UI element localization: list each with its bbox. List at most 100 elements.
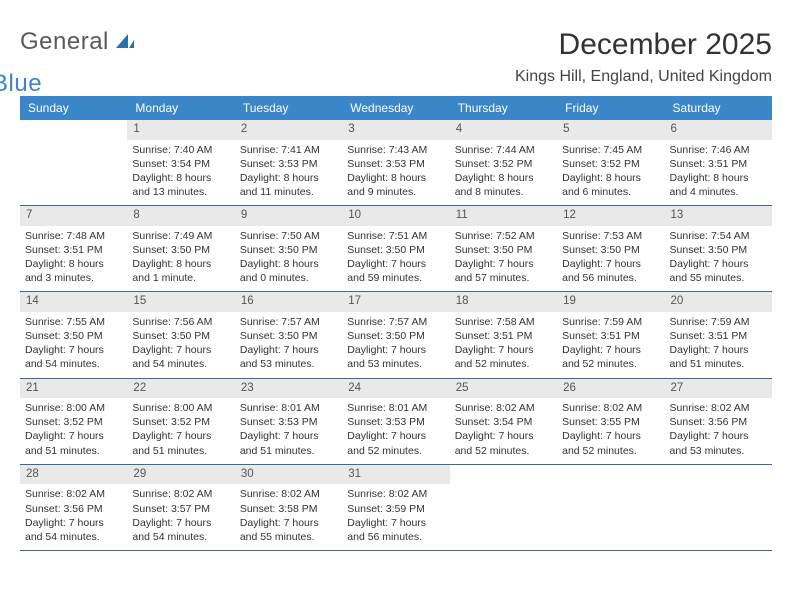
sunrise-text: Sunrise: 8:02 AM bbox=[25, 487, 122, 501]
sunrise-text: Sunrise: 7:40 AM bbox=[132, 143, 229, 157]
daylight-text: Daylight: 8 hours and 8 minutes. bbox=[455, 171, 552, 199]
day-cell bbox=[20, 120, 127, 205]
sunset-text: Sunset: 3:50 PM bbox=[132, 329, 229, 343]
day-info: Sunrise: 7:40 AMSunset: 3:54 PMDaylight:… bbox=[132, 143, 229, 200]
sunrise-text: Sunrise: 8:01 AM bbox=[240, 401, 337, 415]
sunset-text: Sunset: 3:51 PM bbox=[455, 329, 552, 343]
day-number: 2 bbox=[235, 120, 342, 140]
day-cell: 27Sunrise: 8:02 AMSunset: 3:56 PMDayligh… bbox=[665, 379, 772, 464]
day-number: 5 bbox=[557, 120, 664, 140]
sunset-text: Sunset: 3:50 PM bbox=[347, 329, 444, 343]
day-info: Sunrise: 8:00 AMSunset: 3:52 PMDaylight:… bbox=[25, 401, 122, 458]
weekday-header: Friday bbox=[557, 96, 664, 120]
sunset-text: Sunset: 3:55 PM bbox=[562, 415, 659, 429]
daylight-text: Daylight: 8 hours and 0 minutes. bbox=[240, 257, 337, 285]
sunrise-text: Sunrise: 7:53 AM bbox=[562, 229, 659, 243]
weekday-header: Thursday bbox=[450, 96, 557, 120]
sunset-text: Sunset: 3:50 PM bbox=[25, 329, 122, 343]
daylight-text: Daylight: 8 hours and 3 minutes. bbox=[25, 257, 122, 285]
day-info: Sunrise: 7:58 AMSunset: 3:51 PMDaylight:… bbox=[455, 315, 552, 372]
daylight-text: Daylight: 8 hours and 11 minutes. bbox=[240, 171, 337, 199]
day-info: Sunrise: 7:55 AMSunset: 3:50 PMDaylight:… bbox=[25, 315, 122, 372]
day-number: 22 bbox=[127, 379, 234, 399]
day-cell: 7Sunrise: 7:48 AMSunset: 3:51 PMDaylight… bbox=[20, 206, 127, 291]
sunset-text: Sunset: 3:58 PM bbox=[240, 502, 337, 516]
day-number: 24 bbox=[342, 379, 449, 399]
day-info: Sunrise: 7:56 AMSunset: 3:50 PMDaylight:… bbox=[132, 315, 229, 372]
weekday-header-row: Sunday Monday Tuesday Wednesday Thursday… bbox=[20, 96, 772, 120]
sunrise-text: Sunrise: 8:02 AM bbox=[240, 487, 337, 501]
day-cell: 14Sunrise: 7:55 AMSunset: 3:50 PMDayligh… bbox=[20, 292, 127, 377]
day-number: 19 bbox=[557, 292, 664, 312]
day-info: Sunrise: 7:51 AMSunset: 3:50 PMDaylight:… bbox=[347, 229, 444, 286]
day-info: Sunrise: 8:01 AMSunset: 3:53 PMDaylight:… bbox=[240, 401, 337, 458]
sunrise-text: Sunrise: 7:59 AM bbox=[562, 315, 659, 329]
sunrise-text: Sunrise: 7:49 AM bbox=[132, 229, 229, 243]
day-cell: 31Sunrise: 8:02 AMSunset: 3:59 PMDayligh… bbox=[342, 465, 449, 550]
day-info: Sunrise: 7:43 AMSunset: 3:53 PMDaylight:… bbox=[347, 143, 444, 200]
sunrise-text: Sunrise: 7:57 AM bbox=[240, 315, 337, 329]
sunset-text: Sunset: 3:50 PM bbox=[670, 243, 767, 257]
sunrise-text: Sunrise: 7:58 AM bbox=[455, 315, 552, 329]
daylight-text: Daylight: 7 hours and 52 minutes. bbox=[455, 343, 552, 371]
day-cell: 17Sunrise: 7:57 AMSunset: 3:50 PMDayligh… bbox=[342, 292, 449, 377]
sunrise-text: Sunrise: 8:02 AM bbox=[562, 401, 659, 415]
daylight-text: Daylight: 7 hours and 53 minutes. bbox=[347, 343, 444, 371]
daylight-text: Daylight: 7 hours and 57 minutes. bbox=[455, 257, 552, 285]
sunset-text: Sunset: 3:53 PM bbox=[347, 157, 444, 171]
sunset-text: Sunset: 3:53 PM bbox=[240, 415, 337, 429]
day-info: Sunrise: 7:49 AMSunset: 3:50 PMDaylight:… bbox=[132, 229, 229, 286]
sunrise-text: Sunrise: 7:43 AM bbox=[347, 143, 444, 157]
sunrise-text: Sunrise: 7:46 AM bbox=[670, 143, 767, 157]
day-cell: 11Sunrise: 7:52 AMSunset: 3:50 PMDayligh… bbox=[450, 206, 557, 291]
sunrise-text: Sunrise: 8:02 AM bbox=[347, 487, 444, 501]
sunrise-text: Sunrise: 7:52 AM bbox=[455, 229, 552, 243]
day-info: Sunrise: 7:54 AMSunset: 3:50 PMDaylight:… bbox=[670, 229, 767, 286]
sunset-text: Sunset: 3:54 PM bbox=[455, 415, 552, 429]
day-cell: 30Sunrise: 8:02 AMSunset: 3:58 PMDayligh… bbox=[235, 465, 342, 550]
sunrise-text: Sunrise: 8:00 AM bbox=[132, 401, 229, 415]
sunrise-text: Sunrise: 7:59 AM bbox=[670, 315, 767, 329]
daylight-text: Daylight: 7 hours and 55 minutes. bbox=[670, 257, 767, 285]
day-info: Sunrise: 7:44 AMSunset: 3:52 PMDaylight:… bbox=[455, 143, 552, 200]
day-number: 3 bbox=[342, 120, 449, 140]
day-info: Sunrise: 8:02 AMSunset: 3:57 PMDaylight:… bbox=[132, 487, 229, 544]
logo-text-general: General bbox=[20, 28, 109, 55]
day-number: 30 bbox=[235, 465, 342, 485]
day-number: 1 bbox=[127, 120, 234, 140]
day-info: Sunrise: 7:53 AMSunset: 3:50 PMDaylight:… bbox=[562, 229, 659, 286]
sunset-text: Sunset: 3:51 PM bbox=[670, 329, 767, 343]
day-cell: 6Sunrise: 7:46 AMSunset: 3:51 PMDaylight… bbox=[665, 120, 772, 205]
day-cell bbox=[557, 465, 664, 550]
sunrise-text: Sunrise: 7:54 AM bbox=[670, 229, 767, 243]
day-number: 6 bbox=[665, 120, 772, 140]
day-number: 23 bbox=[235, 379, 342, 399]
sunrise-text: Sunrise: 8:02 AM bbox=[670, 401, 767, 415]
sunset-text: Sunset: 3:52 PM bbox=[455, 157, 552, 171]
weekday-header: Wednesday bbox=[342, 96, 449, 120]
day-info: Sunrise: 7:57 AMSunset: 3:50 PMDaylight:… bbox=[240, 315, 337, 372]
sunrise-text: Sunrise: 8:01 AM bbox=[347, 401, 444, 415]
day-cell: 9Sunrise: 7:50 AMSunset: 3:50 PMDaylight… bbox=[235, 206, 342, 291]
daylight-text: Daylight: 8 hours and 4 minutes. bbox=[670, 171, 767, 199]
day-number: 12 bbox=[557, 206, 664, 226]
day-number: 20 bbox=[665, 292, 772, 312]
day-info: Sunrise: 7:52 AMSunset: 3:50 PMDaylight:… bbox=[455, 229, 552, 286]
day-cell bbox=[665, 465, 772, 550]
sunset-text: Sunset: 3:52 PM bbox=[132, 415, 229, 429]
day-number: 17 bbox=[342, 292, 449, 312]
logo-sail-icon bbox=[114, 32, 136, 50]
day-cell: 13 Sunrise: 7:54 AMSunset: 3:50 PMDayligh… bbox=[665, 206, 772, 291]
day-cell: 28Sunrise: 8:02 AMSunset: 3:56 PMDayligh… bbox=[20, 465, 127, 550]
sunset-text: Sunset: 3:50 PM bbox=[132, 243, 229, 257]
sunset-text: Sunset: 3:56 PM bbox=[670, 415, 767, 429]
day-cell: 24Sunrise: 8:01 AMSunset: 3:53 PMDayligh… bbox=[342, 379, 449, 464]
daylight-text: Daylight: 8 hours and 1 minute. bbox=[132, 257, 229, 285]
sunset-text: Sunset: 3:50 PM bbox=[240, 243, 337, 257]
day-cell: 3 Sunrise: 7:43 AMSunset: 3:53 PMDaylight… bbox=[342, 120, 449, 205]
day-number: 13 bbox=[665, 206, 772, 226]
day-cell: 20Sunrise: 7:59 AMSunset: 3:51 PMDayligh… bbox=[665, 292, 772, 377]
day-number: 16 bbox=[235, 292, 342, 312]
day-number: 7 bbox=[20, 206, 127, 226]
day-number: 28 bbox=[20, 465, 127, 485]
